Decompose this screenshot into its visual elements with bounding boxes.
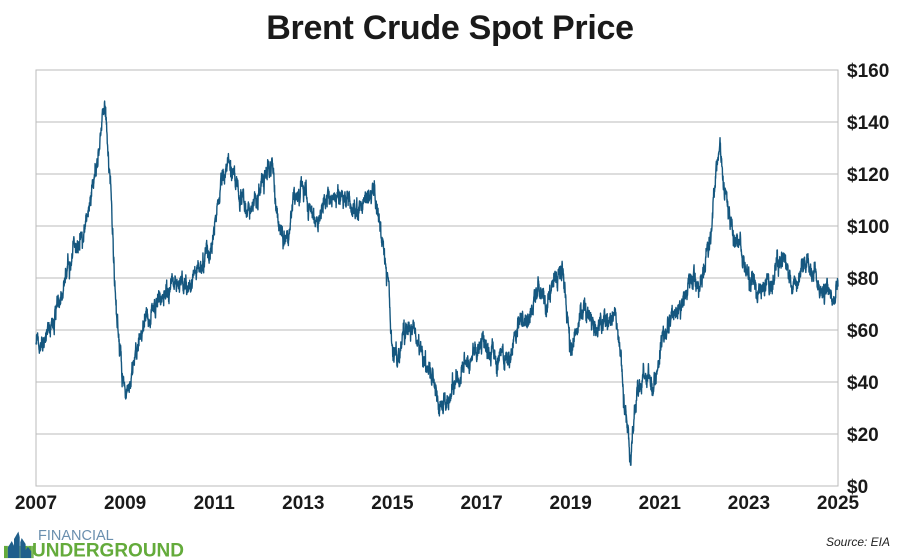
svg-text:UNDERGROUND: UNDERGROUND xyxy=(32,541,184,559)
